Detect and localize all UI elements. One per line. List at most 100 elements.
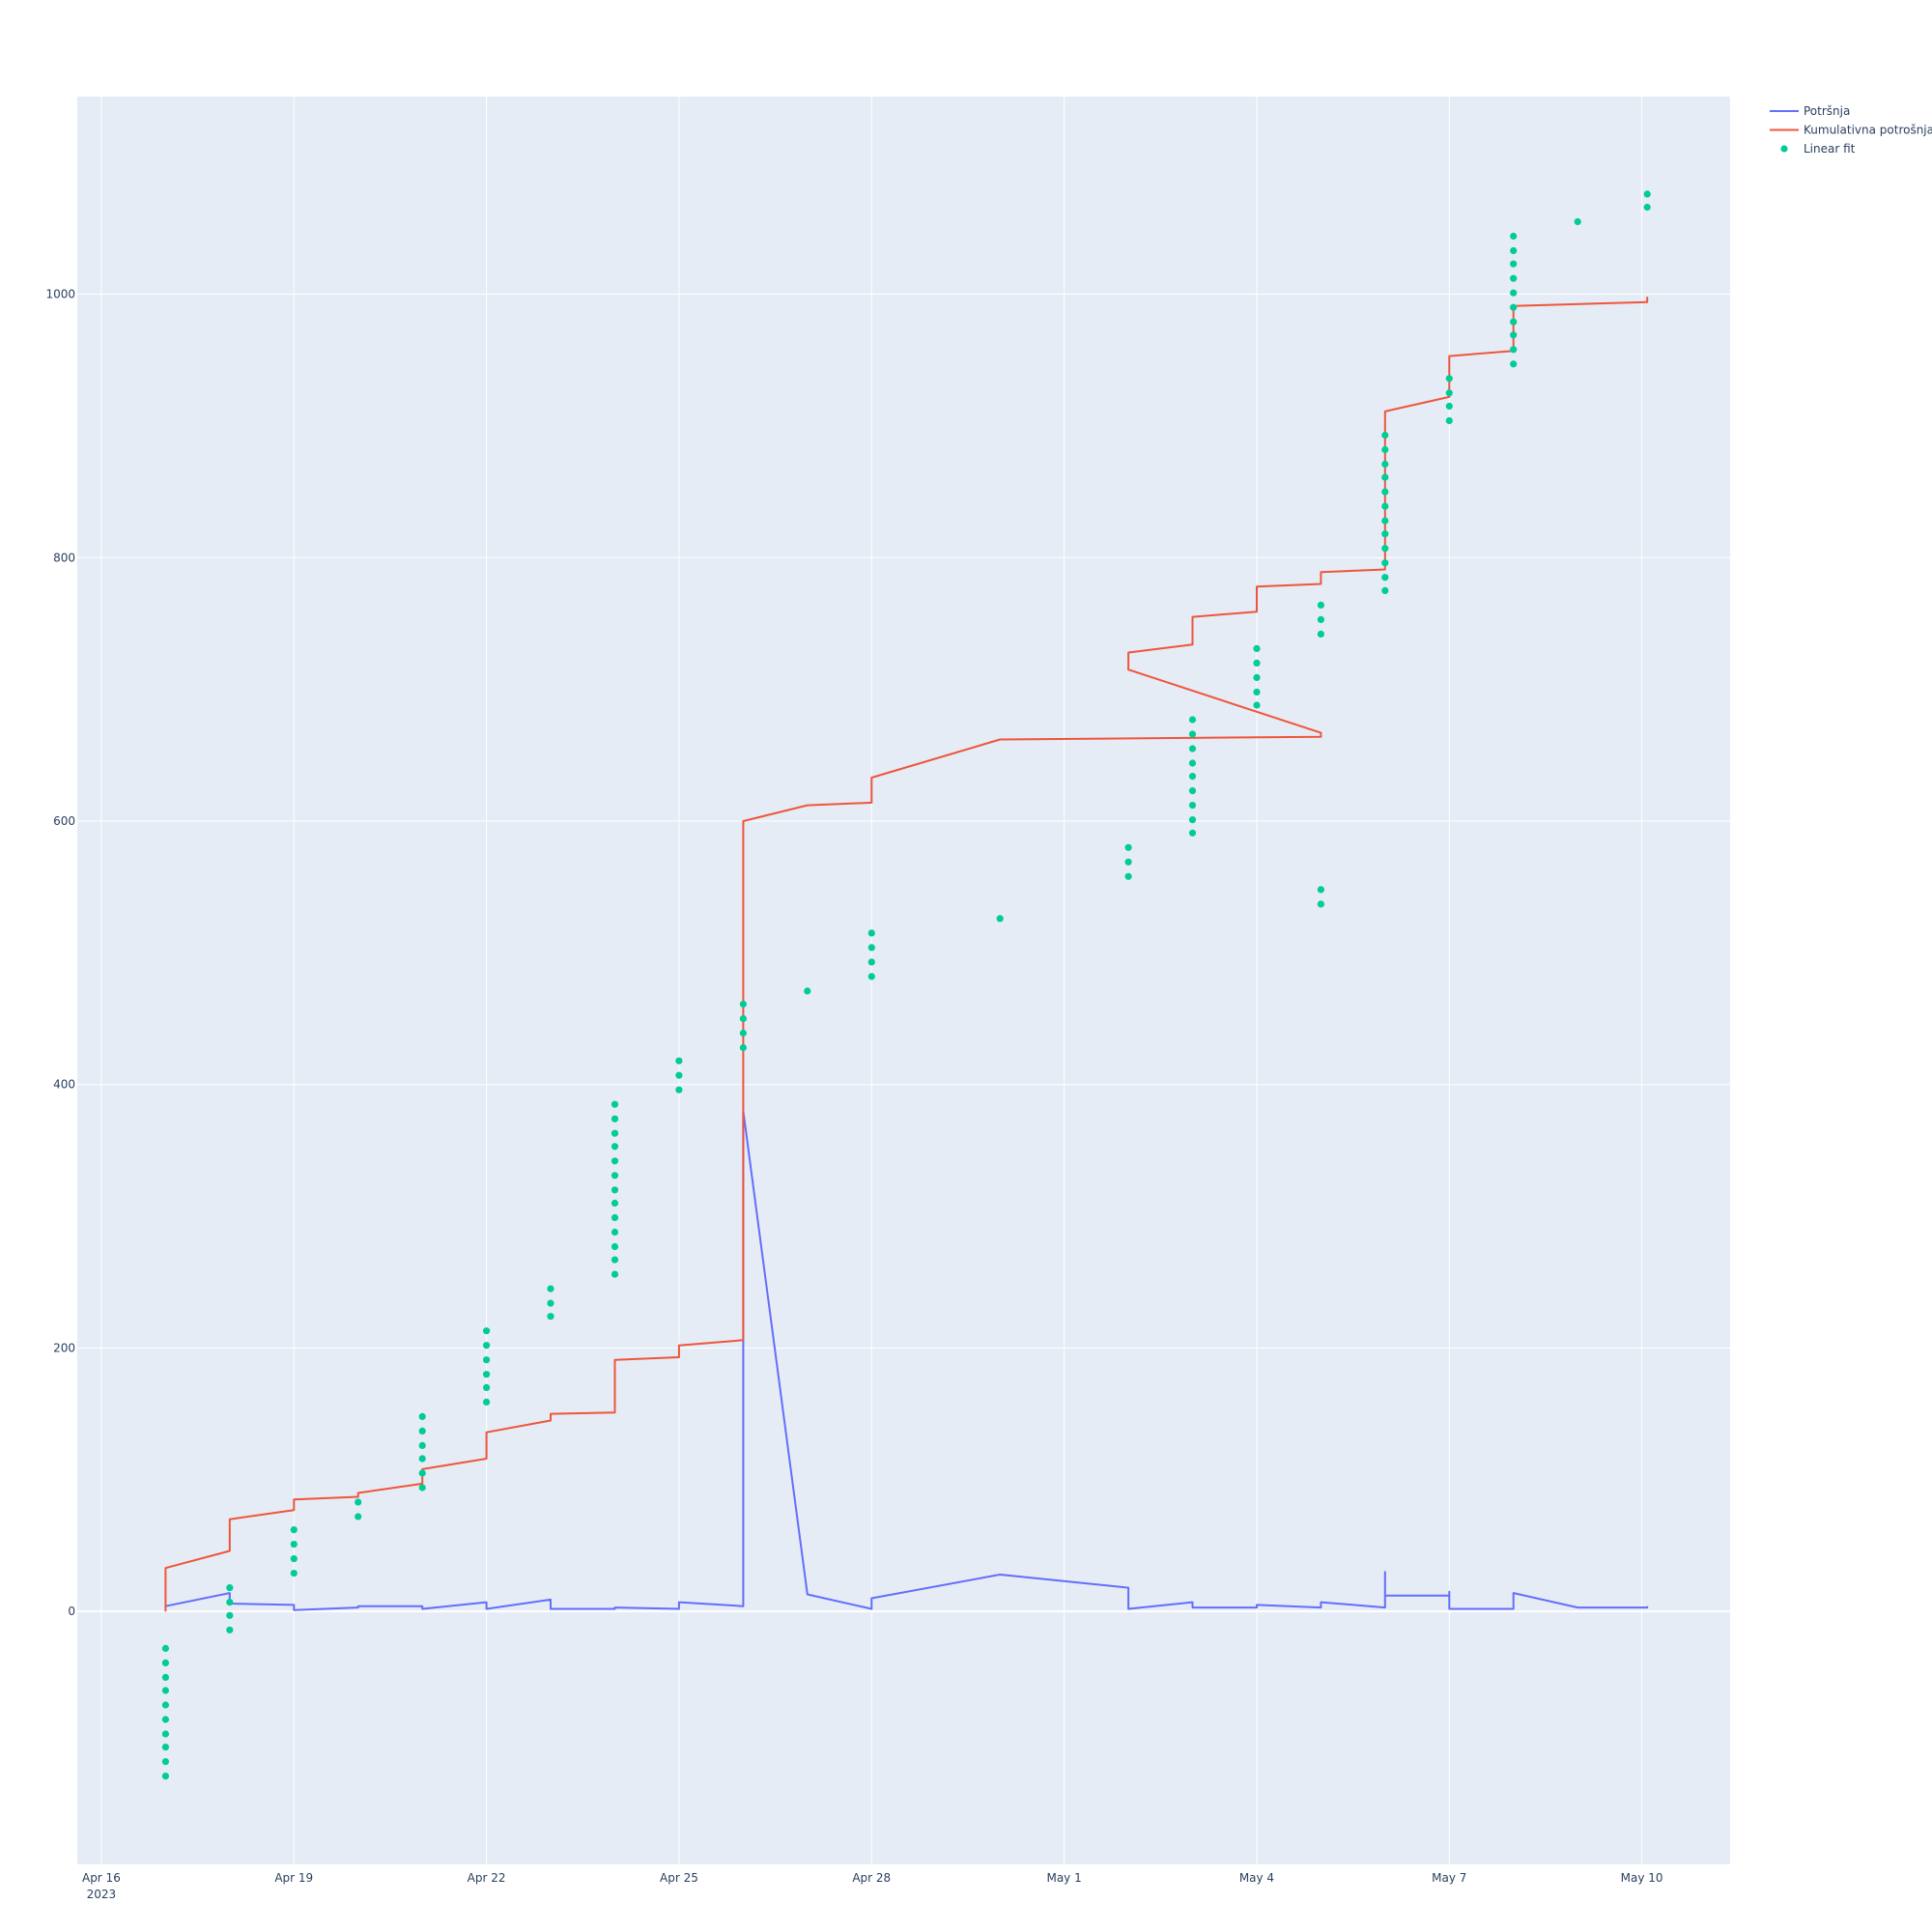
legend-label: Potršnja — [1804, 104, 1850, 118]
data-point — [1253, 644, 1261, 653]
series-kumulativna-potro-nja — [164, 297, 1649, 1612]
data-point — [675, 1086, 683, 1094]
data-point — [483, 1356, 491, 1364]
data-point — [611, 1115, 619, 1122]
data-point — [1188, 745, 1197, 753]
data-point — [867, 973, 875, 980]
data-point — [547, 1299, 554, 1307]
data-point — [290, 1541, 298, 1548]
data-point — [611, 1172, 619, 1179]
data-point — [1381, 530, 1389, 538]
legend-item-linear-fit[interactable]: Linear fit — [1780, 142, 1856, 156]
data-point — [161, 1701, 169, 1709]
data-point — [1381, 586, 1389, 595]
data-point — [611, 1143, 619, 1151]
data-point — [675, 1057, 683, 1065]
series-layer — [161, 190, 1651, 1780]
x-tick-label: Apr 28 — [852, 1871, 891, 1885]
data-point — [1188, 816, 1197, 824]
data-point — [226, 1599, 234, 1606]
data-point — [1188, 773, 1197, 781]
x-tick-label: May 1 — [1046, 1871, 1081, 1885]
data-point — [1445, 402, 1453, 411]
x-tick-label: May 4 — [1239, 1871, 1274, 1885]
series-linear-fit — [161, 190, 1651, 1780]
data-point — [1381, 431, 1389, 440]
data-point — [1510, 318, 1518, 326]
data-point — [161, 1673, 169, 1681]
data-point — [1510, 346, 1518, 354]
data-point — [1253, 688, 1261, 696]
data-point — [611, 1213, 619, 1222]
y-axis-tick-labels: 0 200 400 600 800 1000 — [45, 288, 75, 1619]
data-point — [483, 1327, 491, 1335]
data-point — [290, 1526, 298, 1534]
data-point — [1188, 787, 1197, 795]
data-point — [355, 1513, 362, 1520]
data-point — [1253, 701, 1261, 709]
y-tick-label: 200 — [53, 1341, 75, 1354]
data-point — [355, 1498, 362, 1506]
data-point — [1124, 858, 1132, 866]
y-tick-label: 1000 — [45, 288, 75, 301]
y-gridlines — [77, 294, 1730, 1613]
data-point — [611, 1100, 619, 1108]
data-point — [996, 915, 1004, 923]
legend-item-kumulativna-potro-nja[interactable]: Kumulativna potrošnja — [1770, 124, 1932, 137]
x-gridlines — [100, 97, 1643, 1864]
data-point — [483, 1398, 491, 1406]
data-point — [1317, 886, 1324, 894]
data-point — [867, 944, 875, 952]
data-point — [1510, 289, 1518, 297]
series-potr-nja — [164, 1110, 1649, 1611]
data-point — [1317, 900, 1324, 908]
data-point — [1381, 473, 1389, 481]
x-axis-tick-labels: Apr 16 2023 Apr 19 Apr 22 Apr 25 Apr 28 May 1 M… — [82, 1871, 1663, 1901]
series-line — [164, 1110, 1649, 1611]
data-point — [1317, 615, 1324, 624]
data-point — [1510, 260, 1518, 268]
data-point — [675, 1071, 683, 1079]
data-point — [611, 1256, 619, 1264]
legend[interactable]: Potršnja Kumulativna potrošnja Linear fit — [1770, 104, 1932, 156]
x-tick-label: Apr 16 — [82, 1871, 121, 1885]
data-point — [1381, 445, 1389, 454]
data-point — [483, 1342, 491, 1350]
x-tick-label: May 10 — [1621, 1871, 1663, 1885]
series-line — [164, 297, 1649, 1612]
y-tick-label: 0 — [68, 1605, 75, 1618]
plot-background — [77, 97, 1730, 1864]
x-tick-label: Apr 19 — [274, 1871, 313, 1885]
data-point — [611, 1129, 619, 1137]
data-point — [226, 1584, 234, 1592]
data-point — [1510, 232, 1518, 241]
legend-label: Kumulativna potrošnja — [1804, 124, 1932, 137]
data-point — [1381, 574, 1389, 582]
x-tick-sublabel: 2023 — [87, 1888, 117, 1901]
y-tick-label: 400 — [53, 1078, 75, 1092]
legend-label: Linear fit — [1804, 142, 1856, 156]
data-point — [804, 987, 811, 995]
data-point — [1510, 274, 1518, 282]
data-point — [1643, 203, 1651, 212]
data-point — [1381, 545, 1389, 553]
data-point — [418, 1427, 426, 1435]
data-point — [226, 1626, 234, 1634]
data-point — [867, 929, 875, 937]
data-point — [161, 1687, 169, 1694]
data-point — [1381, 559, 1389, 567]
data-point — [611, 1157, 619, 1165]
legend-item-potr-nja[interactable]: Potršnja — [1770, 104, 1850, 118]
data-point — [1381, 460, 1389, 469]
data-point — [739, 1043, 748, 1052]
data-point — [226, 1611, 234, 1619]
data-point — [161, 1644, 169, 1652]
data-point — [161, 1730, 169, 1738]
data-point — [418, 1455, 426, 1463]
data-point — [1253, 673, 1261, 682]
data-point — [161, 1758, 169, 1766]
data-point — [1317, 601, 1324, 610]
data-point — [161, 1773, 169, 1780]
data-point — [739, 1014, 748, 1023]
